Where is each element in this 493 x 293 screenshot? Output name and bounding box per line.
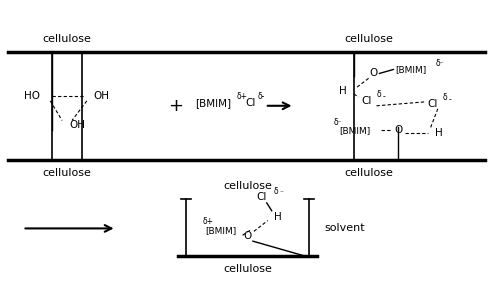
Text: cellulose: cellulose — [223, 181, 272, 191]
Text: Cl: Cl — [361, 96, 372, 106]
Text: δ: δ — [274, 187, 279, 196]
Text: Cl: Cl — [428, 99, 438, 109]
Text: [BMIM]: [BMIM] — [339, 126, 370, 135]
Text: O: O — [394, 125, 402, 135]
Text: cellulose: cellulose — [42, 168, 92, 178]
Text: δ-: δ- — [258, 93, 265, 101]
Text: [BMIM]: [BMIM] — [196, 98, 232, 108]
Text: [BMIM]: [BMIM] — [206, 226, 237, 235]
Text: O: O — [244, 231, 252, 241]
Text: H: H — [274, 212, 282, 222]
Text: δ+: δ+ — [203, 217, 213, 226]
Text: -: - — [383, 93, 385, 101]
Text: +: + — [168, 97, 183, 115]
Text: OH: OH — [69, 120, 85, 130]
Text: δ⁻: δ⁻ — [334, 118, 343, 127]
Text: ⁻: ⁻ — [280, 189, 283, 197]
Text: cellulose: cellulose — [344, 168, 393, 178]
Text: δ+: δ+ — [237, 93, 248, 101]
Text: OH: OH — [94, 91, 110, 101]
Text: H: H — [435, 128, 443, 138]
Text: O: O — [369, 68, 378, 79]
Text: Cl: Cl — [245, 98, 255, 108]
Text: δ: δ — [377, 91, 381, 100]
Text: cellulose: cellulose — [344, 34, 393, 44]
Text: -: - — [449, 96, 452, 104]
Text: H: H — [339, 86, 347, 96]
Text: δ: δ — [443, 93, 447, 103]
Text: cellulose: cellulose — [42, 34, 92, 44]
Text: solvent: solvent — [324, 224, 365, 234]
Text: δ⁻: δ⁻ — [436, 59, 445, 68]
Text: Cl: Cl — [257, 192, 267, 202]
Text: HO: HO — [24, 91, 40, 101]
Text: cellulose: cellulose — [223, 264, 272, 274]
Text: [BMIM]: [BMIM] — [395, 65, 426, 74]
